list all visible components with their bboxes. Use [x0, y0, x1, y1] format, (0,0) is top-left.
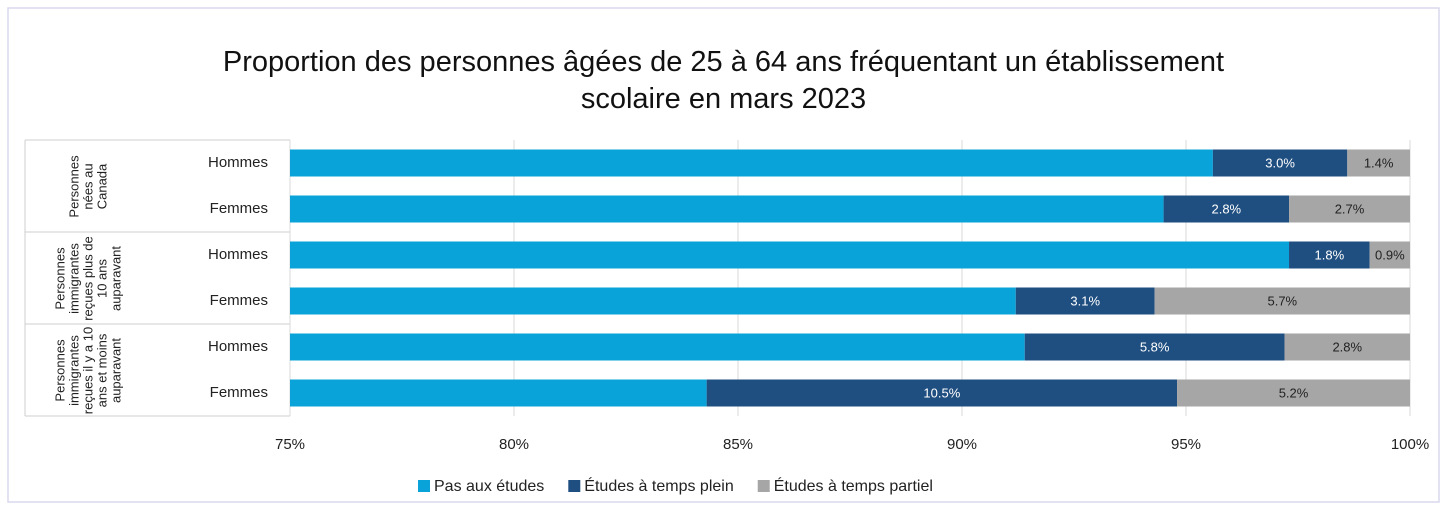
- legend-swatch: [418, 480, 430, 492]
- y-tick-label: Hommes: [208, 154, 268, 171]
- x-tick-label: 75%: [275, 436, 305, 453]
- frame: [7, 7, 1440, 503]
- group-label: Personnes immigrantes reçues plus de 10 …: [51, 235, 123, 321]
- bar-segment: [1369, 241, 1410, 269]
- data-label: 3.1%: [1070, 293, 1100, 308]
- title-box: Proportion des personnes âgées de 25 à 6…: [222, 46, 1225, 115]
- legend-swatch: [757, 480, 770, 492]
- data-label: 5.7%: [1267, 293, 1297, 308]
- bar-segment: [290, 379, 707, 407]
- x-tick-label: 90%: [947, 436, 977, 453]
- bar-segment: [1284, 333, 1410, 361]
- bar-segment: [290, 333, 1025, 361]
- bar-segment: [1177, 379, 1410, 407]
- chart-title: Proportion des personnes âgées de 25 à 6…: [222, 46, 1225, 115]
- data-label: 2.7%: [1335, 201, 1365, 216]
- data-label: 10.5%: [923, 385, 960, 400]
- bar-segment: [706, 379, 1178, 407]
- x-tick-label: 95%: [1171, 436, 1201, 453]
- data-label: 0.9%: [1375, 247, 1405, 262]
- bar-segment: [290, 149, 1213, 177]
- data-label: 5.2%: [1279, 385, 1309, 400]
- legend-swatch: [568, 480, 581, 492]
- bar-segment: [1289, 241, 1370, 269]
- bar-segment: [1154, 287, 1410, 315]
- y-tick-label: Femmes: [210, 200, 268, 217]
- y-tick-label: Femmes: [210, 292, 268, 309]
- y-tick-label: Hommes: [208, 338, 268, 355]
- group-label: Personnes nées au Canada: [65, 154, 109, 218]
- data-label: 1.8%: [1315, 247, 1345, 262]
- data-label: 2.8%: [1332, 339, 1362, 354]
- data-label: 1.4%: [1364, 155, 1394, 170]
- y-tick-label: Femmes: [210, 384, 268, 401]
- bar-segment: [1015, 287, 1155, 315]
- x-tick-label: 85%: [723, 436, 753, 453]
- bar-segment: [1289, 195, 1410, 223]
- bar-segment: [1212, 149, 1348, 177]
- x-tick-label: 100%: [1391, 436, 1429, 453]
- x-tick-label: 80%: [499, 436, 529, 453]
- bar-segment: [1347, 149, 1410, 177]
- bar-segment: [290, 287, 1016, 315]
- data-label: 3.0%: [1265, 155, 1295, 170]
- legend-label: Pas aux études: [434, 478, 544, 495]
- data-label: 5.8%: [1140, 339, 1170, 354]
- bar-segment: [290, 241, 1290, 269]
- bar-segment: [1163, 195, 1290, 223]
- y-tick-label: Hommes: [208, 246, 268, 263]
- legend-label: Études à temps partiel: [774, 476, 933, 495]
- group-label: Personnes immigrantes reçues il y a 10 a…: [51, 326, 123, 414]
- data-label: 2.8%: [1211, 201, 1241, 216]
- bar-segment: [290, 195, 1164, 223]
- bar-segment: [1024, 333, 1285, 361]
- legend-label: Études à temps plein: [584, 476, 733, 495]
